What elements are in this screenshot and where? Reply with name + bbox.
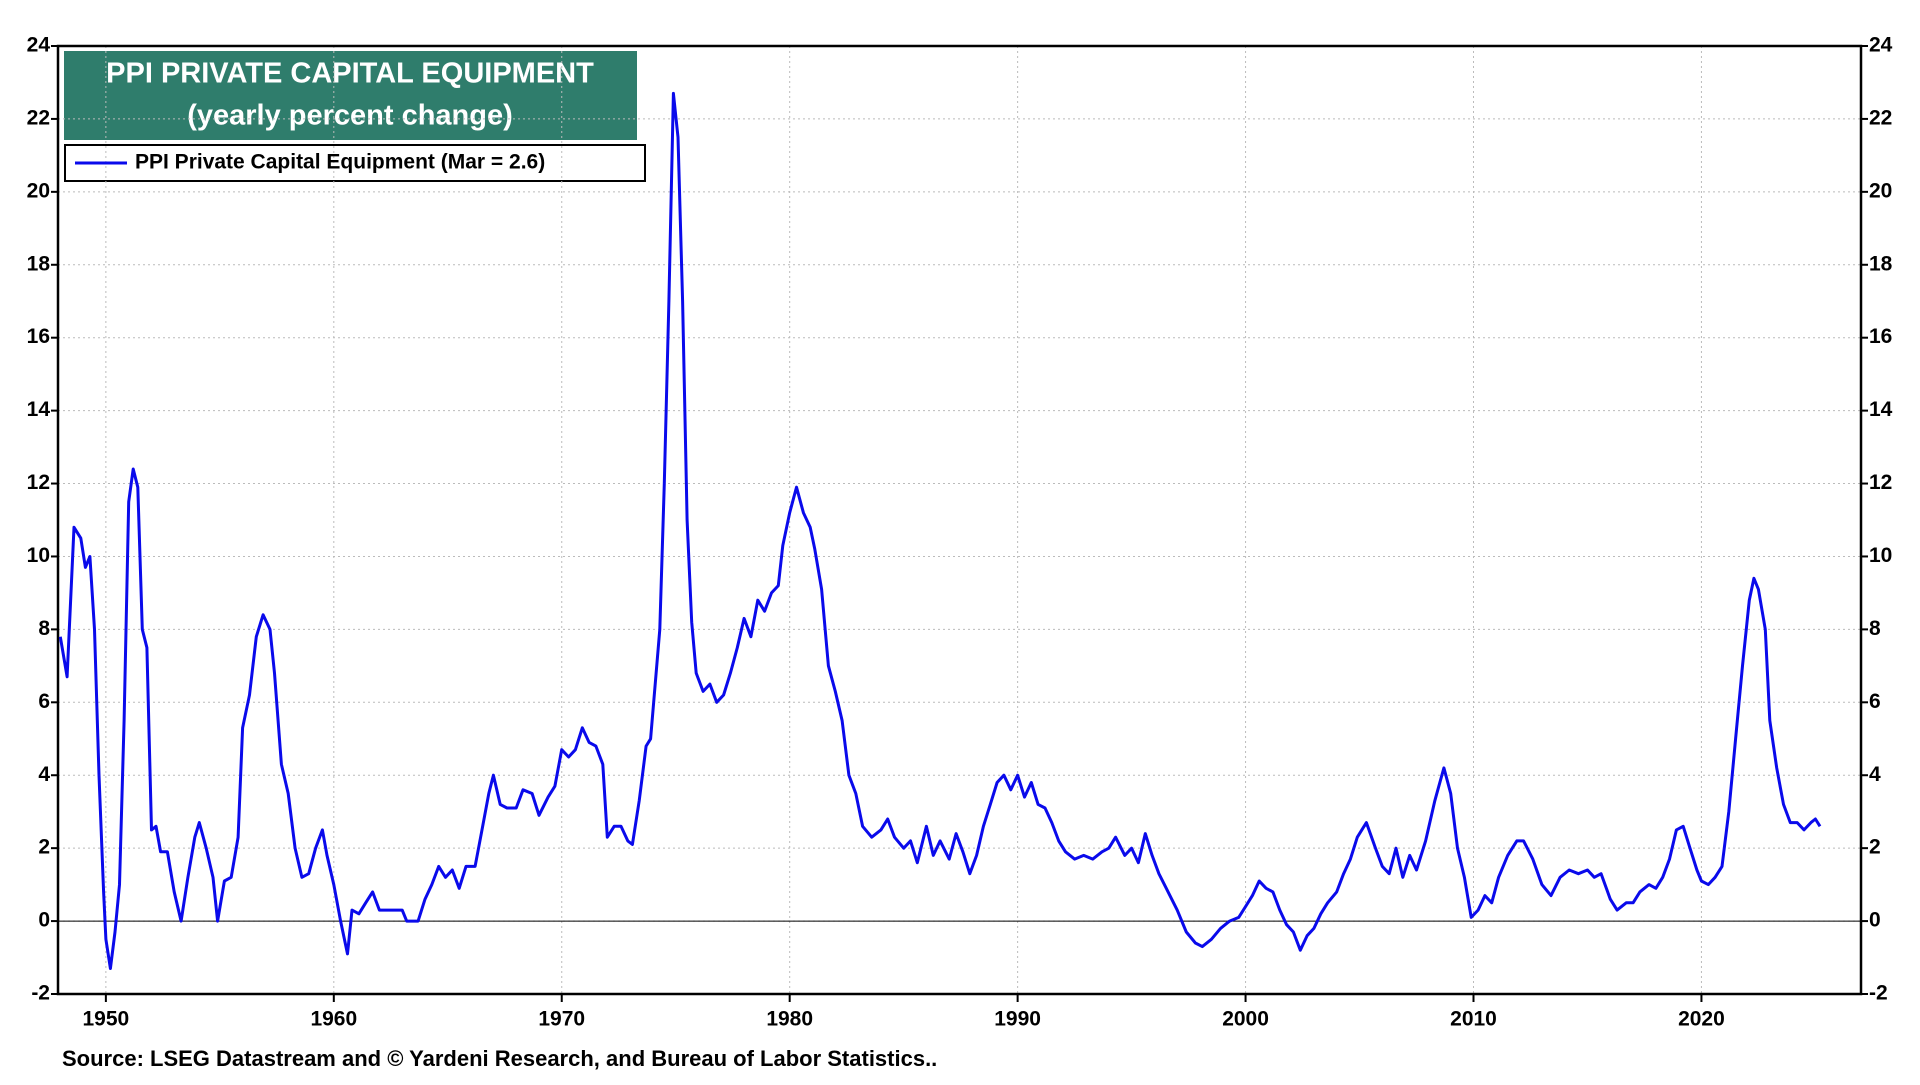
y-tick-label: 16 [27,325,50,348]
y-tick-label: 6 [38,690,50,713]
x-tick-label: 1970 [538,1008,585,1031]
y2-tick-label: 2 [1869,836,1881,859]
y-tick-label: 8 [38,617,50,640]
y2-tick-label: 20 [1869,179,1892,202]
y2-tick-label: 14 [1869,398,1893,421]
y2-tick-label: 16 [1869,325,1892,348]
y-tick-label: 20 [27,179,50,202]
y-tick-label: 12 [27,471,50,494]
x-tick-label: 2010 [1450,1008,1497,1031]
y2-tick-label: -2 [1869,982,1888,1005]
y-tick-label: 22 [27,106,50,129]
y2-tick-label: 4 [1869,763,1881,786]
y2-tick-label: 24 [1869,34,1893,57]
y-tick-label: 10 [27,544,50,567]
x-tick-label: 1950 [83,1008,130,1031]
y-tick-label: 18 [27,252,51,275]
y-tick-label: 2 [38,836,50,859]
x-tick-label: 1980 [766,1008,813,1031]
y-tick-label: 14 [27,398,51,421]
y2-tick-label: 22 [1869,106,1892,129]
chart-subtitle: (yearly percent change) [187,100,513,132]
y2-tick-label: 10 [1869,544,1892,567]
y2-tick-label: 8 [1869,617,1881,640]
y2-tick-label: 18 [1869,252,1893,275]
legend [64,144,646,182]
y-tick-label: -2 [31,982,50,1005]
y-tick-label: 4 [38,763,50,786]
x-tick-label: 1990 [994,1008,1041,1031]
x-tick-label: 2020 [1678,1008,1725,1031]
y2-tick-label: 6 [1869,690,1881,713]
title-box [64,51,637,140]
y-tick-label: 24 [27,34,51,57]
data-line [58,91,1822,970]
plot-frame [56,44,1863,996]
y2-tick-label: 0 [1869,909,1881,932]
source-note: Source: LSEG Datastream and © Yardeni Re… [62,1046,937,1071]
x-tick-label: 2000 [1222,1008,1269,1031]
legend-label: PPI Private Capital Equipment (Mar = 2.6… [135,151,545,174]
y2-tick-label: 12 [1869,471,1892,494]
x-tick-label: 1960 [310,1008,357,1031]
chart-title: PPI PRIVATE CAPITAL EQUIPMENT [106,58,594,90]
y-tick-label: 0 [38,909,50,932]
